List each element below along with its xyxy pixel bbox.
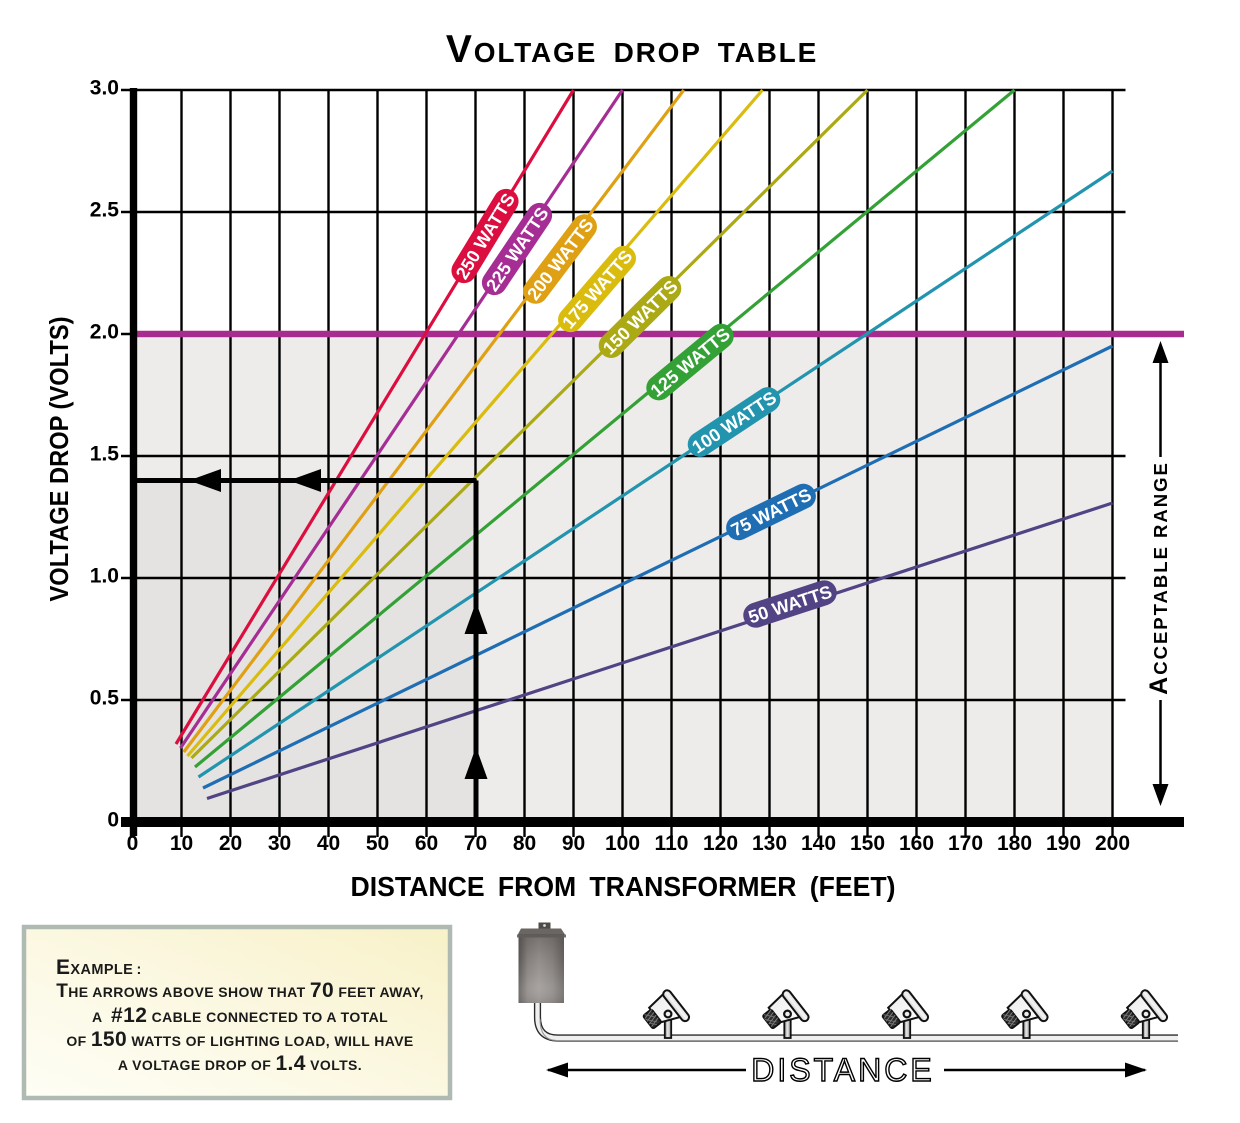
svg-text:90: 90 (562, 832, 585, 855)
svg-text:140: 140 (801, 832, 836, 855)
svg-text:EXAMPLE :: EXAMPLE : (56, 956, 142, 979)
svg-text:0: 0 (107, 809, 119, 832)
svg-text:A #12 CABLE CONNECTED TO A TO: A #12 CABLE CONNECTED TO A TOTAL (92, 1004, 388, 1027)
svg-text:80: 80 (513, 832, 536, 855)
svg-text:THE ARROWS ABOVE SHOW THAT 70: THE ARROWS ABOVE SHOW THAT 70 FEET AWAY, (56, 979, 424, 1002)
svg-text:150: 150 (850, 832, 885, 855)
svg-text:A VOLTAGE DROP OF 1.4 VOLTS.: A VOLTAGE DROP OF 1.4 VOLTS. (118, 1052, 362, 1075)
svg-text:VOLTAGE DROP TABLE: VOLTAGE DROP TABLE (446, 28, 818, 71)
svg-text:0.5: 0.5 (90, 687, 120, 710)
svg-text:VOLTAGE DROP (VOLTS): VOLTAGE DROP (VOLTS) (44, 317, 74, 602)
svg-text:2.5: 2.5 (90, 199, 120, 222)
svg-text:3.0: 3.0 (90, 77, 119, 100)
svg-text:0: 0 (127, 832, 139, 855)
svg-text:60: 60 (415, 832, 438, 855)
svg-text:190: 190 (1046, 832, 1081, 855)
svg-text:ACCEPTABLE RANGE: ACCEPTABLE RANGE (1145, 461, 1173, 695)
svg-text:30: 30 (268, 832, 291, 855)
svg-text:160: 160 (899, 832, 934, 855)
svg-text:100: 100 (605, 832, 640, 855)
svg-text:20: 20 (219, 832, 242, 855)
svg-text:180: 180 (997, 832, 1032, 855)
svg-text:130: 130 (752, 832, 787, 855)
svg-text:200: 200 (1095, 832, 1130, 855)
svg-text:DISTANCE: DISTANCE (751, 1052, 934, 1088)
svg-text:110: 110 (655, 832, 689, 855)
svg-text:1.5: 1.5 (90, 443, 120, 466)
svg-text:10: 10 (170, 832, 193, 855)
svg-text:2.0: 2.0 (90, 321, 119, 344)
svg-text:50: 50 (366, 832, 389, 855)
svg-text:40: 40 (317, 832, 340, 855)
svg-text:120: 120 (703, 832, 738, 855)
svg-text:DISTANCE FROM TRANSFORMER (FEE: DISTANCE FROM TRANSFORMER (FEET) (351, 871, 896, 902)
svg-text:70: 70 (464, 832, 487, 855)
svg-text:170: 170 (948, 832, 983, 855)
svg-text:OF 150 WATTS OF LIGHTING LOAD,: OF 150 WATTS OF LIGHTING LOAD, WILL HAVE (66, 1028, 413, 1051)
svg-text:1.0: 1.0 (90, 565, 119, 588)
